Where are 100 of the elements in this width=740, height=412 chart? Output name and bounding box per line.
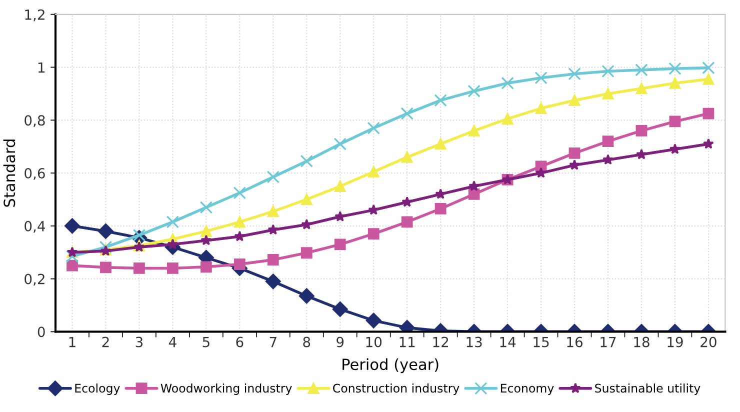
point [468, 188, 480, 200]
point [200, 201, 213, 214]
point [602, 64, 614, 78]
y-tick-label: 0,2 [24, 274, 44, 286]
x-tick-label: 18 [634, 336, 650, 348]
x-tick-label: 8 [303, 336, 310, 348]
point [702, 61, 715, 74]
point [66, 260, 78, 272]
x-tick-label: 12 [433, 336, 448, 348]
point [267, 206, 279, 218]
y-axis-title: Standard [3, 140, 16, 207]
legend-label: Woodworking industry [160, 384, 292, 395]
point [636, 82, 648, 94]
x-tick-label: 4 [168, 336, 176, 348]
point [401, 216, 413, 228]
point [668, 62, 682, 76]
point [468, 180, 480, 192]
point [636, 125, 648, 136]
point [468, 84, 480, 98]
point [301, 218, 312, 230]
point [298, 288, 314, 304]
x-tick-label: 7 [270, 336, 276, 348]
point [670, 144, 680, 154]
x-tick-label: 10 [366, 336, 382, 348]
x-tick-label: 3 [136, 336, 143, 348]
point [300, 194, 312, 206]
point [534, 71, 548, 84]
point [66, 250, 79, 263]
legend-label: Construction industry [333, 384, 460, 395]
point [200, 261, 212, 273]
x-tick-label: 9 [336, 336, 344, 348]
point [334, 138, 347, 150]
point [368, 204, 380, 215]
x-tick-label: 1 [69, 336, 76, 348]
point [669, 77, 681, 89]
point [502, 113, 514, 125]
point [234, 216, 246, 228]
point [334, 180, 346, 192]
point [401, 151, 413, 163]
point [200, 234, 212, 246]
point [536, 167, 546, 178]
point [300, 247, 312, 259]
point [602, 88, 614, 100]
point [100, 245, 112, 256]
x-axis-title: Period (year) [342, 358, 438, 374]
point [569, 159, 580, 170]
x-tick-label: 19 [668, 336, 683, 348]
point [368, 228, 380, 240]
point [268, 224, 279, 235]
point [132, 228, 146, 242]
point [501, 76, 514, 90]
y-tick-label: 0,6 [24, 168, 45, 180]
x-tick-label: 15 [534, 336, 549, 348]
legend-label: Sustainable utility [595, 384, 700, 395]
x-tick-label: 17 [600, 336, 616, 348]
point [134, 262, 145, 274]
x-tick-label: 13 [466, 336, 482, 348]
point [568, 94, 580, 106]
x-tick-label: 6 [236, 336, 244, 348]
y-tick-label: 1,2 [25, 9, 44, 22]
legend-label: Ecology [75, 384, 120, 395]
point [434, 203, 446, 214]
point [166, 216, 180, 228]
x-tick-label: 20 [700, 336, 716, 348]
point [167, 238, 178, 250]
point [434, 94, 447, 107]
point [265, 274, 281, 290]
point [332, 301, 348, 317]
legend-label: Economy [500, 384, 554, 395]
x-tick-label: 14 [500, 336, 516, 348]
point [402, 196, 413, 207]
point [434, 138, 446, 150]
y-tick-label: 1 [38, 62, 44, 73]
point [334, 210, 346, 222]
point [266, 170, 280, 184]
point [535, 102, 547, 114]
point [234, 258, 246, 270]
x-tick-label: 5 [202, 336, 210, 348]
x-tick-label: 2 [102, 336, 109, 348]
y-tick-label: 0,4 [24, 220, 45, 233]
point [234, 230, 246, 242]
point [366, 312, 382, 328]
point [702, 108, 714, 120]
x-tick-label: 16 [567, 336, 582, 348]
point [636, 148, 647, 160]
y-tick-label: 0,8 [24, 115, 45, 128]
point [635, 64, 648, 76]
point [568, 68, 581, 80]
y-tick-label: 0 [38, 326, 45, 338]
point [334, 238, 346, 250]
point [100, 262, 112, 274]
point [167, 262, 178, 274]
point [200, 226, 212, 237]
x-tick-label: 11 [400, 336, 415, 348]
point [98, 223, 114, 239]
point [267, 254, 279, 266]
point [367, 122, 380, 134]
point [233, 186, 246, 200]
point [400, 107, 414, 120]
point [568, 148, 580, 159]
